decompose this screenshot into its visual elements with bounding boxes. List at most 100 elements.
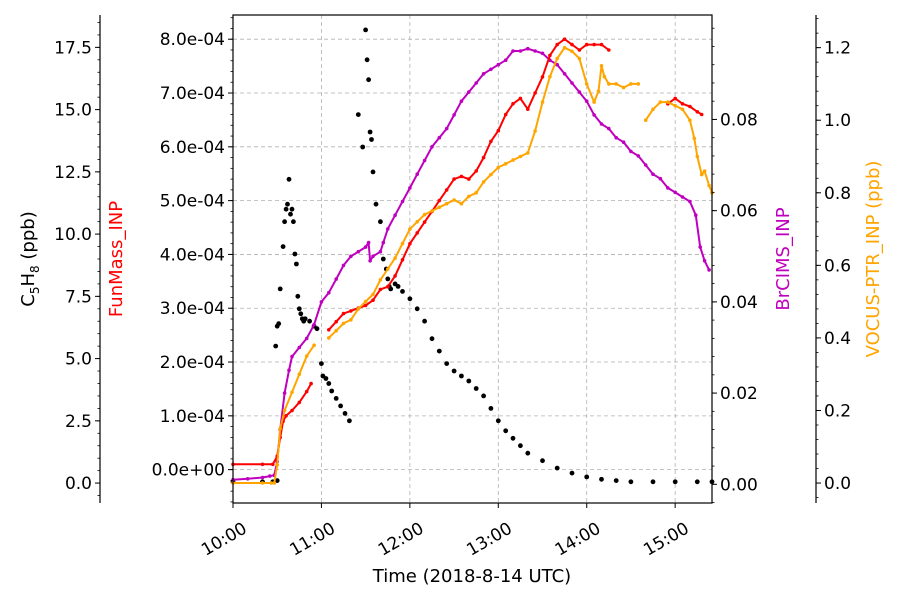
c5h8-data-point [429, 336, 435, 342]
c5h8-data-point [503, 428, 509, 434]
vocus-data-point [533, 129, 537, 133]
c5h8-data-point [285, 201, 290, 207]
funmass-data-point [503, 112, 508, 117]
vocus-data-point [430, 209, 434, 213]
c5h8-data-point [282, 219, 287, 225]
c5h8-tick-label: 5.0 [65, 350, 92, 370]
c5h8-data-point [286, 176, 292, 182]
vocus-data-point [334, 328, 339, 333]
c5h8-data-point [289, 206, 295, 212]
vocus-data-point [673, 103, 677, 108]
funmass-tick-label: 5.0e-04 [160, 192, 225, 212]
brcims-data-point [673, 190, 677, 195]
vocus-data-point [327, 336, 331, 340]
c5h8-data-point [367, 129, 373, 135]
vocus-data-point [688, 118, 692, 122]
vocus-data-point [702, 169, 707, 173]
c5h8-data-point [288, 211, 293, 217]
c5h8-tick-label: 12.5 [54, 163, 92, 183]
c5h8-data-point [283, 206, 289, 212]
c5h8-data-point [407, 296, 413, 302]
funmass-data-point [349, 309, 353, 313]
brcims-data-point [592, 113, 596, 117]
funmass-data-point [400, 258, 405, 262]
c5h8-data-point [295, 293, 301, 299]
vocus-data-point [599, 64, 604, 68]
c5h8-data-point [323, 376, 329, 381]
brcims-data-point [381, 240, 386, 245]
vocus-data-point [356, 307, 361, 311]
vocus-data-point [496, 165, 501, 170]
series-layer [230, 27, 715, 485]
funmass-data-point [393, 274, 397, 278]
funmass-series-line [233, 383, 312, 466]
c5h8-data-point [292, 251, 298, 257]
vocus-data-point [422, 212, 427, 217]
vocus-data-point [666, 100, 670, 104]
funmass-tick-label: 4.0e-04 [160, 245, 225, 265]
c5h8-data-point [347, 418, 352, 424]
brcims-data-point [452, 113, 456, 117]
funmass-data-point [467, 177, 471, 181]
c5h8-data-point [385, 276, 391, 282]
vocus-data-point [260, 481, 265, 485]
vocus-data-point [349, 318, 353, 322]
brcims-data-point [702, 259, 707, 263]
vocus-data-point [584, 82, 589, 86]
x-tick-label: 11:00 [286, 519, 338, 561]
funmass-data-point [577, 48, 582, 52]
vocus-data-point [452, 198, 456, 202]
c5h8-data-point [280, 244, 286, 250]
c5h8-data-point [276, 321, 282, 327]
vocus-data-point [651, 107, 655, 112]
funmass-tick-label: 3.0e-04 [160, 299, 225, 319]
brcims-data-point [570, 81, 574, 85]
vocus-data-point [269, 481, 274, 485]
x-tick-label: 14:00 [552, 519, 604, 561]
brcims-data-point [562, 72, 567, 76]
funmass-tick-label: 8.0e-04 [160, 30, 225, 50]
brcims-data-point [341, 263, 346, 268]
funmass-data-point [518, 96, 523, 101]
funmass-data-point [290, 408, 294, 413]
c5h8-data-point [366, 77, 371, 83]
c5h8-data-point [319, 361, 324, 366]
brcims-tick-label: 0.02 [720, 384, 758, 404]
c5h8-data-point [414, 306, 420, 312]
c5h8-data-point [342, 411, 348, 416]
funmass-data-point [386, 284, 390, 289]
c5h8-data-point [291, 219, 296, 225]
c5h8-tick-label: 10.0 [54, 225, 92, 245]
brcims-data-point [334, 277, 339, 281]
funmass-data-point [408, 241, 412, 246]
c5h8-data-point [694, 479, 700, 485]
c5h8-data-point [338, 403, 343, 409]
c5h8-data-point [495, 418, 501, 424]
brcims-data-point [444, 126, 449, 131]
brcims-data-point [378, 249, 383, 254]
funmass-data-point [592, 42, 596, 47]
c5h8-data-point [481, 393, 486, 399]
brcims-axis-label: BrCIMS_INP [773, 207, 794, 310]
vocus-data-point [680, 107, 685, 112]
funmass-data-point [673, 96, 677, 101]
vocus-data-point [459, 201, 464, 206]
vocus-tick-label: 0.4 [824, 329, 851, 349]
funmass-data-point [444, 188, 449, 192]
brcims-data-point [408, 186, 412, 190]
vocus-data-point [643, 118, 648, 122]
brcims-data-point [666, 186, 670, 190]
x-axis-label: Time (2018-8-14 UTC) [372, 566, 571, 587]
brcims-data-point [467, 90, 471, 94]
funmass-tick-label: 0.0e+00 [152, 461, 225, 481]
vocus-data-point [363, 299, 368, 304]
c5h8-data-point [296, 306, 302, 312]
vocus-data-point [408, 227, 412, 231]
vocus-data-point [555, 56, 559, 61]
brcims-data-point [430, 145, 434, 149]
brcims-data-point [327, 290, 331, 295]
funmass-data-point [378, 287, 383, 292]
brcims-data-point [533, 49, 537, 53]
brcims-data-point [489, 67, 493, 72]
c5h8-data-point [355, 112, 361, 117]
